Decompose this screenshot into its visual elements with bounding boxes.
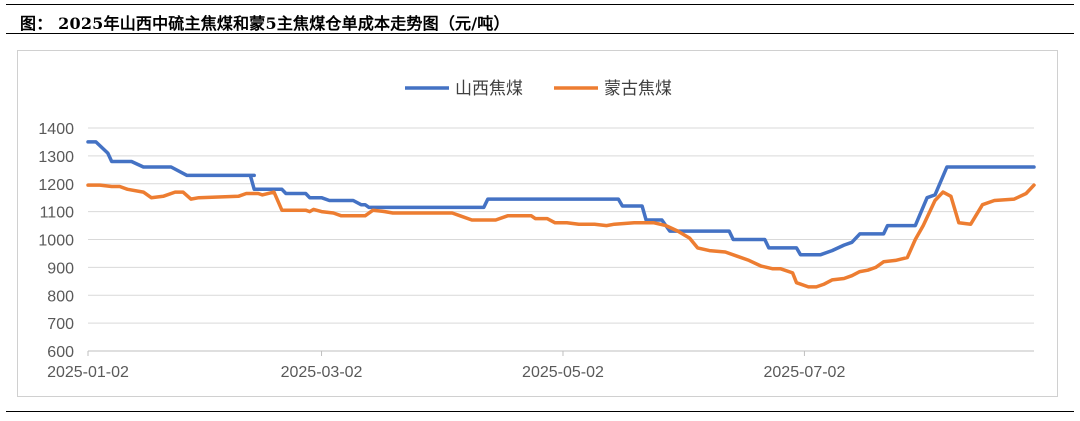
legend: 山西焦煤 蒙古焦煤 (405, 79, 672, 98)
x-axis-ticks: 2025-01-02 2025-03-02 2025-05-02 2025-07-02 (47, 351, 845, 381)
y-tick-label: 700 (47, 316, 74, 333)
gridlines (88, 127, 1034, 324)
x-tick-label: 2025-01-02 (47, 364, 129, 381)
y-axis-ticks: 600 700 800 900 1000 1100 1200 1300 1400 (38, 121, 74, 361)
y-tick-label: 900 (47, 260, 74, 277)
y-tick-label: 1400 (38, 121, 74, 138)
y-tick-label: 600 (47, 344, 74, 361)
y-tick-label: 1000 (38, 233, 74, 250)
x-tick-label: 2025-03-02 (281, 364, 363, 381)
line-chart: 600 700 800 900 1000 1100 1200 1300 1400 2025-01… (38, 79, 1036, 381)
x-tick-label: 2025-07-02 (764, 364, 846, 381)
chart-frame: 600 700 800 900 1000 1100 1200 1300 1400 2025-01… (17, 50, 1058, 397)
bottom-rule (6, 411, 1074, 412)
legend-label: 蒙古焦煤 (604, 79, 672, 98)
series-line-shanxi (86, 140, 1036, 257)
legend-label: 山西焦煤 (455, 79, 523, 98)
series-lines (86, 140, 1036, 289)
figure-title: 图： 2025年山西中硫主焦煤和蒙5主焦煤仓单成本走势图（元/吨） (20, 14, 510, 33)
figure-title-bar: 图： 2025年山西中硫主焦煤和蒙5主焦煤仓单成本走势图（元/吨） (6, 4, 1074, 34)
y-tick-label: 1200 (38, 177, 74, 194)
x-tick-label: 2025-05-02 (522, 364, 604, 381)
y-tick-label: 1300 (38, 149, 74, 166)
y-tick-label: 1100 (40, 205, 75, 222)
y-tick-label: 800 (47, 288, 74, 305)
series-line-mongolia (86, 183, 1036, 289)
